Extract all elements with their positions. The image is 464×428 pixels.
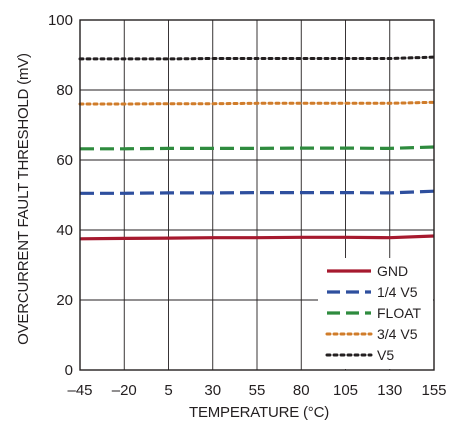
series-lines (78, 55, 436, 241)
y-tick-labels: 0 20 40 60 80 100 (48, 12, 73, 379)
y-tick-label-2: 40 (56, 222, 73, 239)
y-tick-label-3: 60 (56, 152, 73, 169)
x-tick-label-0: –45 (67, 382, 92, 399)
plot-frame (79, 19, 435, 371)
series-line-0 (79, 234, 435, 241)
series-line-4 (78, 55, 436, 61)
x-tick-label-2: 5 (164, 382, 172, 399)
y-tick-label-0: 0 (65, 362, 73, 379)
x-tick-label-4: 55 (249, 382, 266, 399)
legend: GND 1/4 V5 FLOAT 3/4 V5 V5 (318, 258, 433, 369)
y-tick-label-1: 20 (56, 292, 73, 309)
legend-label-3: 3/4 V5 (377, 326, 418, 342)
x-tick-label-5: 80 (293, 382, 310, 399)
legend-label-0: GND (377, 263, 408, 279)
x-tick-label-1: –20 (112, 382, 137, 399)
x-tick-label-6: 105 (333, 382, 358, 399)
y-tick-label-4: 80 (56, 82, 73, 99)
x-axis-label: TEMPERATURE (°C) (189, 404, 329, 421)
x-tick-label-7: 130 (377, 382, 402, 399)
legend-label-2: FLOAT (377, 305, 422, 321)
series-line-3 (78, 100, 436, 106)
legend-label-4: V5 (377, 347, 394, 363)
y-tick-label-5: 100 (48, 12, 73, 29)
x-tick-label-3: 30 (204, 382, 221, 399)
plot-border (79, 19, 435, 371)
x-tick-labels: –45 –20 5 30 55 80 105 130 155 (67, 382, 446, 399)
x-tick-label-8: 155 (421, 382, 446, 399)
y-axis-label: OVERCURRENT FAULT THRESHOLD (mV) (15, 53, 32, 345)
grid (79, 19, 435, 371)
legend-label-1: 1/4 V5 (377, 284, 418, 300)
